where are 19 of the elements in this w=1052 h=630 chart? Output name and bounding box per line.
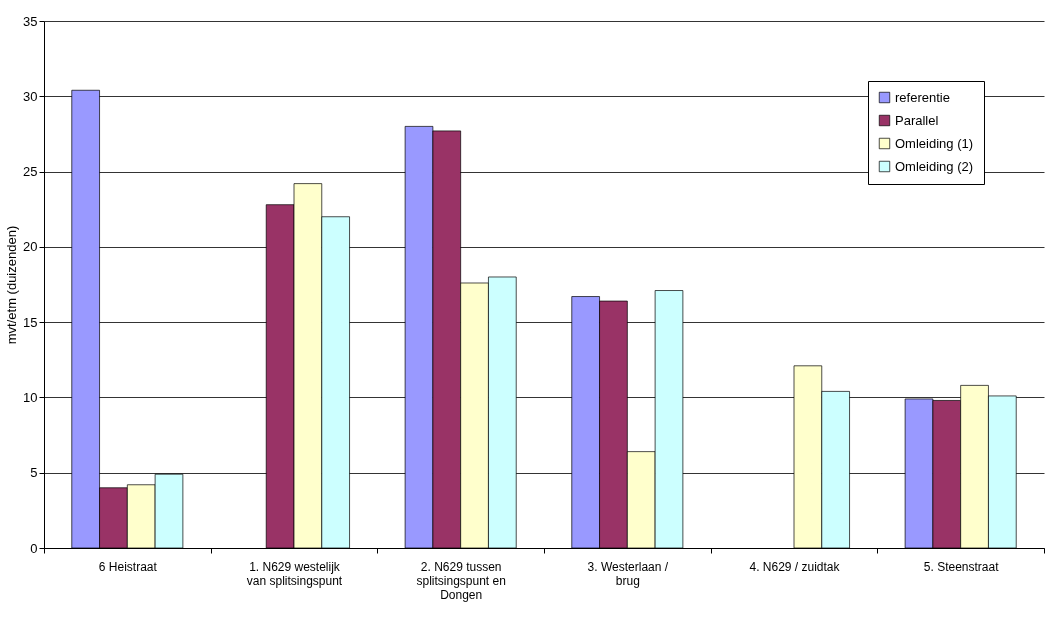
y-tick-label: 10 <box>23 389 38 405</box>
x-tick-label: 1. N629 westelijk van splitsingspunt <box>246 559 343 588</box>
y-tick-label: 20 <box>23 239 38 255</box>
y-tick-label: 15 <box>23 314 38 330</box>
legend-label: Omleiding (2) <box>895 158 974 174</box>
y-axis-title: mvt/etm (duizenden) <box>4 225 20 345</box>
y-tick-label: 0 <box>30 540 38 556</box>
legend-label: Omleiding (1) <box>895 135 974 151</box>
y-tick-label: 35 <box>23 13 38 29</box>
y-tick-label: 25 <box>23 164 38 180</box>
y-tick-label: 5 <box>30 465 38 481</box>
legend-label: referentie <box>895 89 950 105</box>
y-tick-label: 30 <box>23 88 38 104</box>
x-tick-label: 2. N629 tussen splitsingspunt en Dongen <box>416 559 506 602</box>
x-tick-label: 5. Steenstraat <box>923 559 1000 574</box>
x-tick-label: 3. Westerlaan / brug <box>587 559 669 588</box>
x-tick-label: 4. N629 / zuidtak <box>749 559 841 574</box>
legend-label: Parallel <box>895 112 939 128</box>
x-tick-label: 6 Heistraat <box>98 559 158 574</box>
